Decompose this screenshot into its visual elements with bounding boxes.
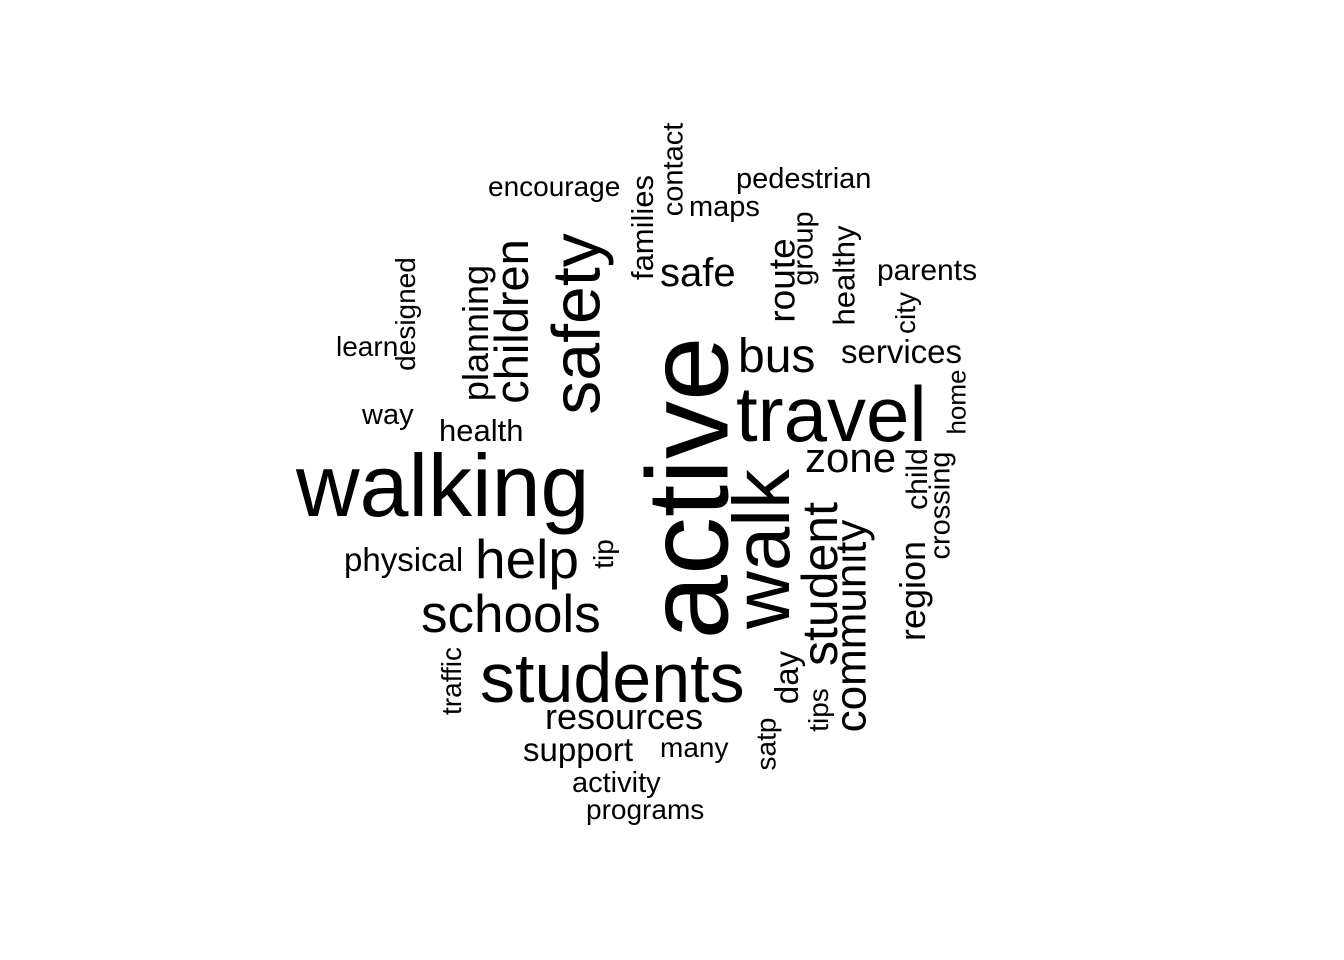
word-health: health [439,413,524,448]
word-safe: safe [660,251,736,295]
word-maps: maps [689,191,760,223]
word-home: home [941,369,972,435]
word-day: day [768,650,806,705]
word-families: families [625,174,661,281]
word-services: services [841,333,963,370]
word-walk: walk [717,468,807,630]
word-city: city [890,292,921,334]
word-many: many [660,732,729,763]
word-bus: bus [738,330,816,383]
word-safety: safety [538,233,615,415]
word-programs: programs [586,794,705,825]
word-help: help [475,528,579,590]
word-zone: zone [805,434,897,481]
word-tips: tips [802,688,834,732]
word-pedestrian: pedestrian [736,163,872,195]
word-encourage: encourage [488,171,621,202]
word-satp: satp [750,717,782,771]
word-resources: resources [545,696,704,737]
word-tip: tip [587,539,619,569]
word-travel: travel [736,370,927,458]
word-way: way [362,399,414,431]
word-community: community [826,519,876,733]
word-activity: activity [572,767,661,799]
word-traffic: traffic [435,647,467,715]
word-group: group [787,211,820,286]
word-parents: parents [877,254,978,287]
word-students: students [480,639,745,717]
word-physical: physical [344,541,464,578]
word-contact: contact [657,122,690,217]
word-walking: walking [296,436,590,535]
word-learn: learn [336,331,399,362]
word-crossing: crossing [924,451,957,560]
word-support: support [523,731,634,768]
word-healthy: healthy [826,225,862,326]
word-planning: planning [455,264,497,402]
word-schools: schools [421,585,601,644]
